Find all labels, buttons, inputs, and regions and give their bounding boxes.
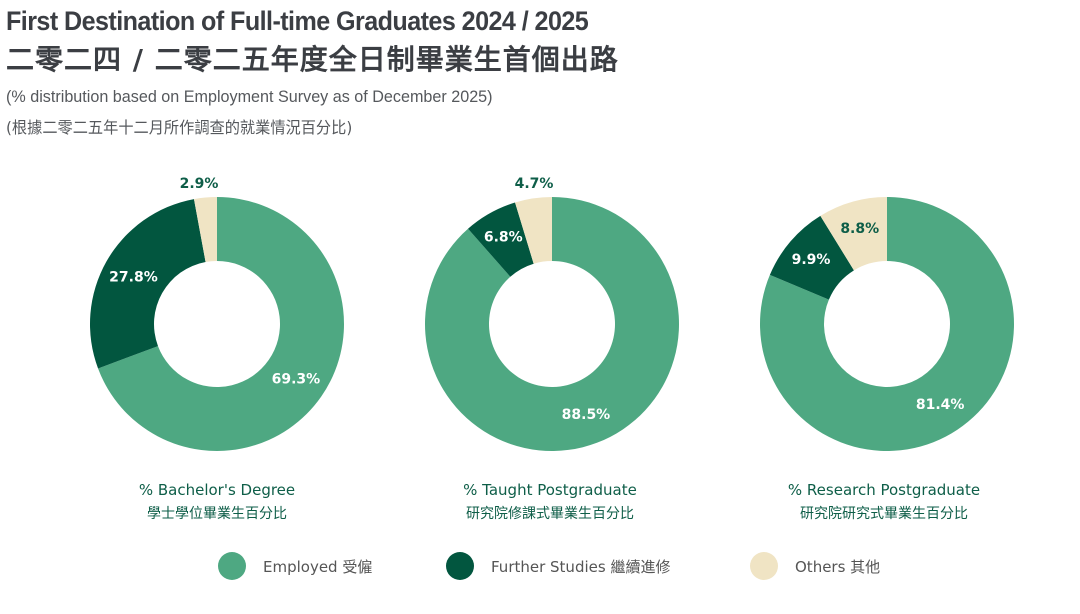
employed-swatch-icon: [218, 552, 246, 580]
donut-segment: [98, 197, 344, 451]
legend-label: Others 其他: [795, 557, 881, 576]
legend-item-others: Others 其他: [750, 552, 880, 580]
segment-value-label: 6.8%: [484, 230, 523, 246]
donut-segment: [193, 197, 217, 263]
donut-segment: [759, 197, 1014, 451]
legend-label: Further Studies 繼續進修: [491, 557, 671, 576]
chart-caption-bachelor: % Bachelor's Degree 學士學位畢業生百分比: [67, 481, 367, 523]
others-swatch-icon: [750, 552, 778, 580]
caption-en: % Research Postgraduate: [787, 481, 981, 499]
chart-caption-taught-postgraduate: % Taught Postgraduate 研究院修課式畢業生百分比: [400, 481, 700, 523]
caption-zh: 學士學位畢業生百分比: [147, 506, 287, 522]
subtitle-english: (% distribution based on Employment Surv…: [6, 87, 493, 106]
further-studies-swatch-icon: [446, 552, 474, 580]
segment-value-label: 88.5%: [562, 407, 611, 423]
donut-segment: [424, 197, 679, 451]
caption-zh: 研究院研究式畢業生百分比: [800, 506, 968, 522]
chart-legend: Employed 受僱 Further Studies 繼續進修 Others …: [0, 552, 1080, 582]
segment-value-label: 81.4%: [916, 397, 965, 413]
segment-value-label: 4.7%: [515, 176, 554, 192]
donut-segment: [90, 199, 206, 369]
caption-en: % Bachelor's Degree: [138, 481, 296, 499]
page-title-english: First Destination of Full-time Graduates…: [6, 6, 589, 36]
segment-value-label: 27.8%: [109, 270, 158, 286]
legend-label: Employed 受僱: [263, 557, 373, 576]
segment-value-label: 8.8%: [840, 221, 879, 237]
legend-item-employed: Employed 受僱: [218, 552, 372, 580]
subtitle-chinese: (根據二零二五年十二月所作調查的就業情況百分比): [6, 118, 353, 137]
caption-zh: 研究院修課式畢業生百分比: [466, 506, 634, 522]
donut-segment: [769, 215, 854, 300]
donut-segment: [468, 202, 534, 277]
segment-value-label: 2.9%: [180, 176, 219, 192]
page-title-chinese: 二零二四 / 二零二五年度全日制畢業生首個出路: [6, 43, 619, 76]
legend-item-further-studies: Further Studies 繼續進修: [446, 552, 670, 580]
segment-value-label: 69.3%: [272, 372, 321, 388]
chart-caption-research-postgraduate: % Research Postgraduate 研究院研究式畢業生百分比: [734, 481, 1034, 523]
donut-segment: [820, 197, 887, 271]
donut-segment: [515, 197, 552, 264]
segment-value-label: 9.9%: [792, 252, 831, 268]
caption-en: % Taught Postgraduate: [463, 481, 637, 499]
